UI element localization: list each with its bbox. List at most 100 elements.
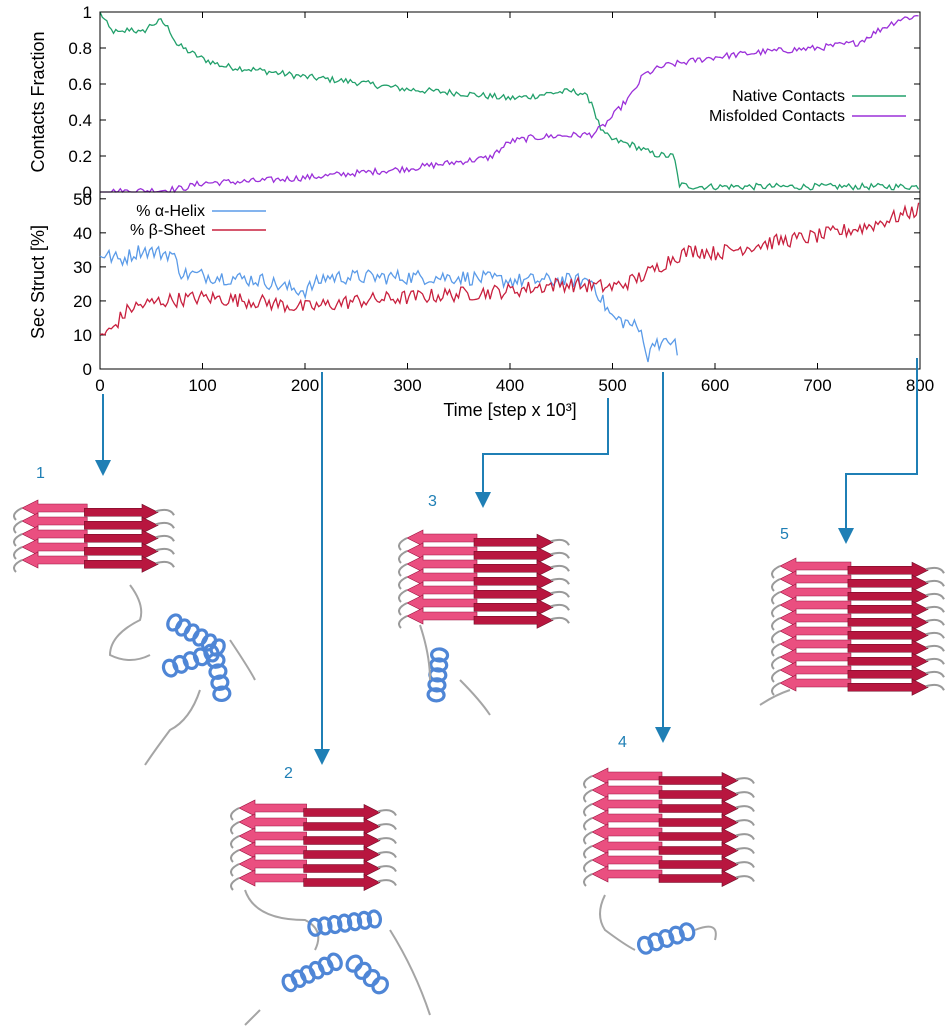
beta-strand-left — [21, 551, 88, 569]
coil — [244, 1009, 261, 1026]
loop — [771, 565, 781, 579]
loop — [377, 823, 397, 831]
loop — [583, 831, 593, 845]
loop — [925, 670, 945, 678]
y-tick-label: 0.4 — [68, 111, 92, 130]
helix-turn — [427, 677, 447, 693]
legend-alpha-helix: % α-Helix — [136, 203, 205, 220]
helix-turn — [174, 618, 192, 637]
snapshot-arrows — [95, 358, 918, 765]
beta-strand-right — [847, 561, 929, 579]
beta-strand-left — [21, 525, 88, 543]
loop — [230, 821, 240, 835]
coil — [599, 894, 636, 951]
beta-strand-left — [238, 813, 307, 831]
helix-turn — [337, 913, 353, 933]
loop — [771, 656, 781, 670]
helix-turn — [206, 652, 226, 669]
loop — [925, 644, 945, 652]
beta-strand-right — [847, 678, 929, 696]
beta-strand-left — [591, 809, 663, 827]
loop — [377, 837, 397, 845]
coil — [108, 584, 151, 661]
helix-turn — [192, 647, 210, 667]
beta-strand-left — [779, 648, 852, 666]
loop — [735, 861, 755, 869]
alpha-helix — [281, 952, 343, 993]
helix-turn — [668, 925, 685, 945]
loop — [230, 877, 240, 891]
x-tick-label: 700 — [803, 376, 831, 395]
beta-strand-right — [84, 529, 159, 547]
helix-turn — [647, 932, 664, 952]
x-tick-label: 600 — [701, 376, 729, 395]
loop — [771, 630, 781, 644]
beta-strand-right — [303, 832, 381, 849]
beta-strand-left — [591, 795, 663, 813]
beta-strand-left — [238, 841, 307, 859]
coil — [144, 689, 201, 766]
beta-strand-left — [406, 529, 478, 547]
loop — [583, 817, 593, 831]
loop — [13, 507, 23, 521]
loop — [13, 559, 23, 573]
beta-strand-left — [406, 607, 478, 625]
beta-strand-right — [847, 587, 929, 605]
coil — [694, 925, 717, 941]
secondary-structure-panel: 0 10 20 30 40 50 0 100 200 300 400 500 600 700 800 Se… — [28, 12, 934, 420]
loop — [398, 615, 408, 629]
helix-turn — [308, 960, 325, 980]
beta-strand-right — [847, 639, 929, 657]
beta-strand-left — [21, 538, 88, 556]
loop — [735, 791, 755, 799]
helix-turn — [345, 954, 364, 973]
loop — [925, 592, 945, 600]
loop — [155, 521, 175, 529]
helix-turn — [299, 965, 316, 984]
loop — [550, 577, 570, 585]
y-tick-label: 0 — [83, 360, 92, 379]
beta-strand-right — [473, 611, 554, 629]
loop — [735, 875, 755, 883]
beta-strand-left — [21, 512, 88, 530]
loop — [925, 657, 945, 665]
alpha-helix — [206, 652, 232, 703]
loop — [155, 560, 175, 568]
loop — [583, 775, 593, 789]
helix-turn — [636, 935, 654, 955]
helix-turn — [212, 685, 232, 703]
helix-turn — [354, 961, 372, 980]
loop — [398, 576, 408, 590]
beta-strand-right — [658, 800, 739, 817]
loop — [398, 602, 408, 616]
loop — [583, 859, 593, 873]
legend-native-contacts: Native Contacts — [732, 88, 845, 105]
beta-strand-left — [591, 823, 663, 841]
beta-strand-right — [847, 574, 929, 592]
loop — [735, 777, 755, 785]
loop — [550, 616, 570, 624]
helix-turn — [210, 674, 230, 691]
beta-strand-right — [658, 870, 739, 887]
loop — [735, 833, 755, 841]
helix-turn — [172, 654, 189, 674]
protein-snapshots — [13, 499, 945, 1026]
helix-turn — [307, 917, 323, 937]
loop — [550, 564, 570, 572]
x-tick-label: 0 — [95, 376, 104, 395]
snapshot-label-1: 1 — [36, 465, 45, 482]
loop — [13, 533, 23, 547]
loop — [925, 618, 945, 626]
beta-strand-left — [779, 674, 852, 692]
loop — [155, 534, 175, 542]
x-tick-label: 400 — [496, 376, 524, 395]
series-line--sheet — [99, 202, 920, 336]
snapshot-label-3: 3 — [428, 493, 437, 510]
loop — [771, 682, 781, 696]
beta-strand-left — [238, 869, 307, 887]
beta-strand-left — [779, 583, 852, 601]
beta-strand-right — [658, 856, 739, 873]
x-tick-label: 200 — [291, 376, 319, 395]
snapshot-3-structure — [398, 529, 570, 716]
